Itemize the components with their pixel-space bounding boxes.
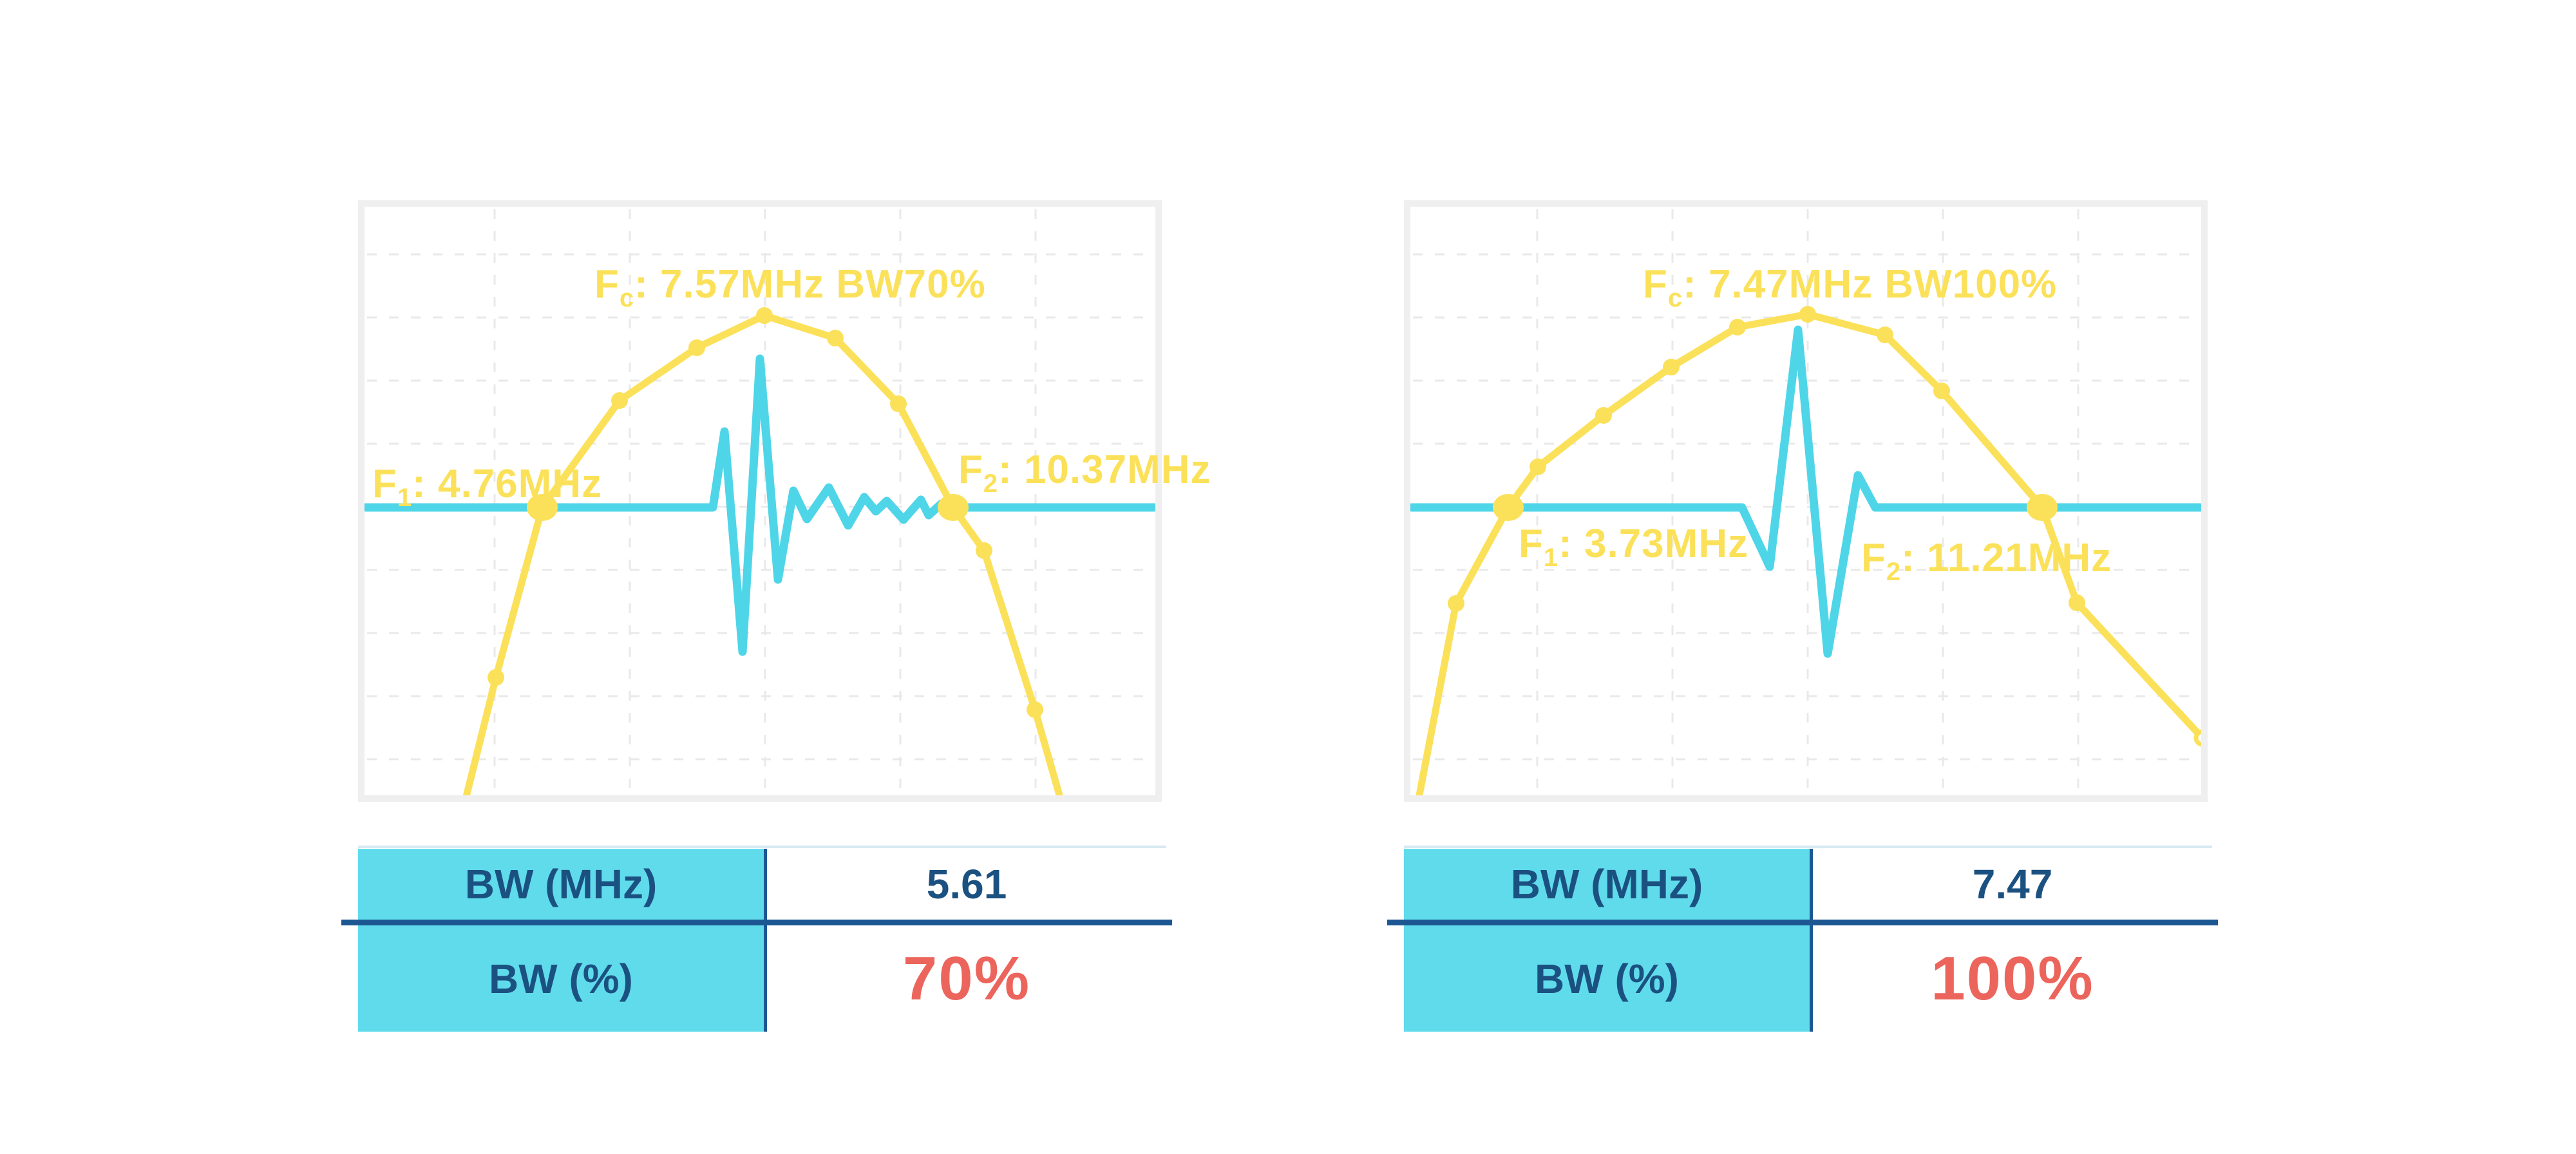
bw-mhz-header: BW (MHz) bbox=[1510, 861, 1703, 907]
f1-prefix: F bbox=[372, 462, 397, 506]
f2-frequency-label: F2: 10.37MHz bbox=[958, 448, 1211, 498]
f2-value: : 11.21MHz bbox=[1901, 536, 2112, 580]
center-frequency-label: Fc: 7.47MHz BW100% bbox=[1643, 262, 2058, 313]
table-header-column bbox=[358, 849, 764, 1032]
f2-subscript: 2 bbox=[1886, 558, 1902, 586]
f2-prefix: F bbox=[1861, 536, 1886, 580]
f2-frequency-label: F2: 11.21MHz bbox=[1861, 536, 2112, 587]
fc-prefix: F bbox=[1643, 262, 1668, 307]
bw-mhz-header: BW (MHz) bbox=[464, 861, 658, 907]
fc-value: : 7.57MHz BW70% bbox=[634, 262, 986, 307]
table-top-border bbox=[358, 846, 1166, 848]
center-frequency-label: Fc: 7.57MHz BW70% bbox=[594, 262, 986, 313]
bw-pct-header: BW (%) bbox=[1535, 955, 1679, 1002]
f2-prefix: F bbox=[958, 448, 983, 492]
bw-mhz-value: 5.61 bbox=[926, 861, 1007, 907]
table-row-divider bbox=[1387, 920, 2218, 925]
table-row: BW (%) bbox=[358, 925, 764, 1032]
table-header-column bbox=[1404, 849, 1810, 1032]
spectrum-chart-left: Fc: 7.57MHz BW70% F1: 4.76MHz F2: 10.37M… bbox=[358, 200, 1211, 802]
f2-value: : 10.37MHz bbox=[998, 448, 1211, 492]
f1-frequency-label: F1: 3.73MHz bbox=[1519, 522, 1749, 572]
f1-frequency-label: F1: 4.76MHz bbox=[372, 462, 603, 513]
table-row: BW (MHz) bbox=[358, 849, 764, 920]
f1-value: : 3.73MHz bbox=[1558, 522, 1749, 566]
table-row: BW (MHz) bbox=[1404, 849, 1810, 920]
fc-subscript: c bbox=[619, 284, 635, 312]
bw-mhz-value: 7.47 bbox=[1972, 861, 2053, 907]
f1-value: : 4.76MHz bbox=[412, 462, 603, 506]
fc-prefix: F bbox=[594, 262, 620, 307]
f2-subscript: 2 bbox=[983, 469, 999, 498]
table-vertical-divider bbox=[1810, 849, 1813, 1032]
bw-pct-value: 100% bbox=[1931, 943, 2094, 1013]
spectrum-chart-right-svg bbox=[1404, 200, 2208, 802]
table-cell: 100% bbox=[1813, 925, 2212, 1032]
spectrum-chart-right: Fc: 7.47MHz BW100% F1: 3.73MHz F2: 11.21… bbox=[1404, 200, 2208, 802]
table-row: BW (%) bbox=[1404, 925, 1810, 1032]
f1-prefix: F bbox=[1519, 522, 1544, 566]
fc-value: : 7.47MHz BW100% bbox=[1683, 262, 2058, 307]
fc-subscript: c bbox=[1667, 284, 1683, 312]
table-top-border bbox=[1404, 846, 2212, 848]
f1-subscript: 1 bbox=[397, 484, 413, 512]
table-row-divider bbox=[341, 920, 1172, 925]
f1-subscript: 1 bbox=[1543, 544, 1559, 572]
table-vertical-divider bbox=[764, 849, 767, 1032]
bw-pct-value: 70% bbox=[902, 943, 1031, 1013]
bw-pct-header: BW (%) bbox=[489, 955, 633, 1002]
table-cell: 5.61 bbox=[767, 849, 1166, 920]
table-cell: 7.47 bbox=[1813, 849, 2212, 920]
table-cell: 70% bbox=[767, 925, 1166, 1032]
spectrum-chart-left-svg bbox=[358, 200, 1162, 802]
